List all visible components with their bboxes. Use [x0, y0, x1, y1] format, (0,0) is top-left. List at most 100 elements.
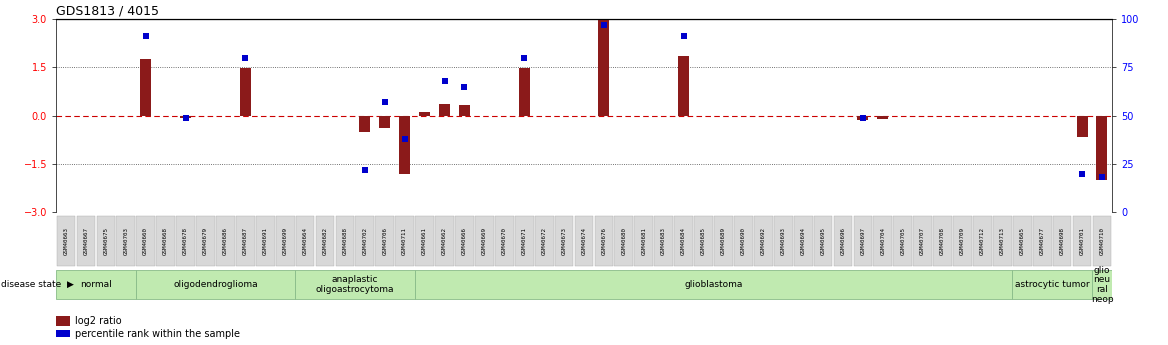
Text: GSM40708: GSM40708 — [940, 227, 945, 255]
Text: GSM40685: GSM40685 — [701, 227, 705, 255]
FancyBboxPatch shape — [315, 216, 334, 266]
FancyBboxPatch shape — [256, 216, 274, 266]
FancyBboxPatch shape — [236, 216, 255, 266]
Point — [854, 115, 872, 120]
Bar — [180, 116, 192, 118]
Bar — [459, 105, 470, 116]
Point — [137, 33, 155, 39]
Text: GSM40707: GSM40707 — [920, 227, 925, 255]
FancyBboxPatch shape — [415, 270, 1013, 299]
Bar — [380, 116, 390, 128]
Text: GSM40701: GSM40701 — [1079, 227, 1085, 255]
Text: GSM40687: GSM40687 — [243, 227, 248, 255]
Point — [395, 136, 413, 141]
Bar — [140, 59, 151, 116]
Text: GSM40692: GSM40692 — [760, 227, 766, 255]
Bar — [598, 19, 610, 116]
Text: GSM40706: GSM40706 — [382, 227, 388, 255]
Text: GSM40694: GSM40694 — [800, 227, 806, 255]
Text: GSM40666: GSM40666 — [463, 227, 467, 255]
Text: GSM40676: GSM40676 — [602, 227, 606, 255]
Text: GSM40693: GSM40693 — [780, 227, 786, 255]
Text: GSM40673: GSM40673 — [562, 227, 566, 255]
Text: GSM40660: GSM40660 — [144, 227, 148, 255]
Text: GSM40679: GSM40679 — [203, 227, 208, 255]
FancyBboxPatch shape — [614, 216, 633, 266]
FancyBboxPatch shape — [296, 270, 415, 299]
FancyBboxPatch shape — [176, 216, 195, 266]
FancyBboxPatch shape — [854, 216, 872, 266]
FancyBboxPatch shape — [535, 216, 554, 266]
FancyBboxPatch shape — [395, 216, 415, 266]
Text: GSM40705: GSM40705 — [901, 227, 905, 255]
FancyBboxPatch shape — [97, 216, 116, 266]
FancyBboxPatch shape — [794, 216, 813, 266]
Text: GSM40704: GSM40704 — [881, 227, 885, 255]
FancyBboxPatch shape — [595, 216, 613, 266]
Bar — [679, 56, 689, 116]
Text: GSM40662: GSM40662 — [442, 227, 447, 255]
Point — [375, 99, 394, 105]
FancyBboxPatch shape — [1013, 270, 1092, 299]
Text: GSM40680: GSM40680 — [621, 227, 626, 255]
Bar — [239, 68, 251, 116]
Text: GSM40691: GSM40691 — [263, 227, 267, 255]
FancyBboxPatch shape — [894, 216, 912, 266]
FancyBboxPatch shape — [56, 270, 135, 299]
FancyBboxPatch shape — [634, 216, 653, 266]
Bar — [360, 116, 370, 132]
FancyBboxPatch shape — [355, 216, 374, 266]
Text: GSM40663: GSM40663 — [63, 227, 69, 255]
FancyBboxPatch shape — [753, 216, 773, 266]
Text: GSM40669: GSM40669 — [482, 227, 487, 255]
Text: GSM40695: GSM40695 — [821, 227, 826, 255]
FancyBboxPatch shape — [913, 216, 932, 266]
Point — [1092, 175, 1111, 180]
FancyBboxPatch shape — [674, 216, 693, 266]
FancyBboxPatch shape — [335, 216, 354, 266]
Bar — [519, 68, 530, 116]
Text: GSM40681: GSM40681 — [641, 227, 646, 255]
FancyBboxPatch shape — [874, 216, 892, 266]
Point — [456, 84, 474, 89]
FancyBboxPatch shape — [834, 216, 853, 266]
FancyBboxPatch shape — [77, 216, 96, 266]
FancyBboxPatch shape — [216, 216, 235, 266]
FancyBboxPatch shape — [137, 216, 155, 266]
FancyBboxPatch shape — [973, 216, 992, 266]
Bar — [1097, 116, 1107, 180]
Text: GSM40668: GSM40668 — [164, 227, 168, 255]
FancyBboxPatch shape — [1013, 216, 1031, 266]
FancyBboxPatch shape — [495, 216, 514, 266]
Text: normal: normal — [81, 280, 112, 289]
Bar — [1077, 116, 1087, 137]
Text: GSM40672: GSM40672 — [542, 227, 547, 255]
FancyBboxPatch shape — [1092, 216, 1111, 266]
Text: GSM40682: GSM40682 — [322, 227, 327, 255]
Point — [236, 55, 255, 60]
Text: GSM40690: GSM40690 — [741, 227, 746, 255]
Text: GSM40665: GSM40665 — [1020, 227, 1024, 255]
FancyBboxPatch shape — [475, 216, 494, 266]
FancyBboxPatch shape — [1072, 216, 1091, 266]
Text: GSM40664: GSM40664 — [303, 227, 307, 255]
FancyBboxPatch shape — [654, 216, 673, 266]
FancyBboxPatch shape — [734, 216, 752, 266]
FancyBboxPatch shape — [57, 216, 76, 266]
Point — [1072, 171, 1091, 176]
FancyBboxPatch shape — [375, 216, 394, 266]
Text: GSM40702: GSM40702 — [362, 227, 368, 255]
Text: GSM40697: GSM40697 — [861, 227, 865, 255]
Text: glio
neu
ral
neop: glio neu ral neop — [1091, 266, 1113, 304]
Text: GSM40713: GSM40713 — [1000, 227, 1004, 255]
FancyBboxPatch shape — [117, 216, 135, 266]
Text: GSM40683: GSM40683 — [661, 227, 666, 255]
FancyBboxPatch shape — [1092, 270, 1112, 299]
Point — [355, 167, 374, 172]
FancyBboxPatch shape — [714, 216, 732, 266]
FancyBboxPatch shape — [436, 216, 454, 266]
FancyBboxPatch shape — [296, 216, 314, 266]
Text: GSM40670: GSM40670 — [502, 227, 507, 255]
Text: GSM40661: GSM40661 — [422, 227, 427, 255]
Point — [674, 33, 693, 39]
